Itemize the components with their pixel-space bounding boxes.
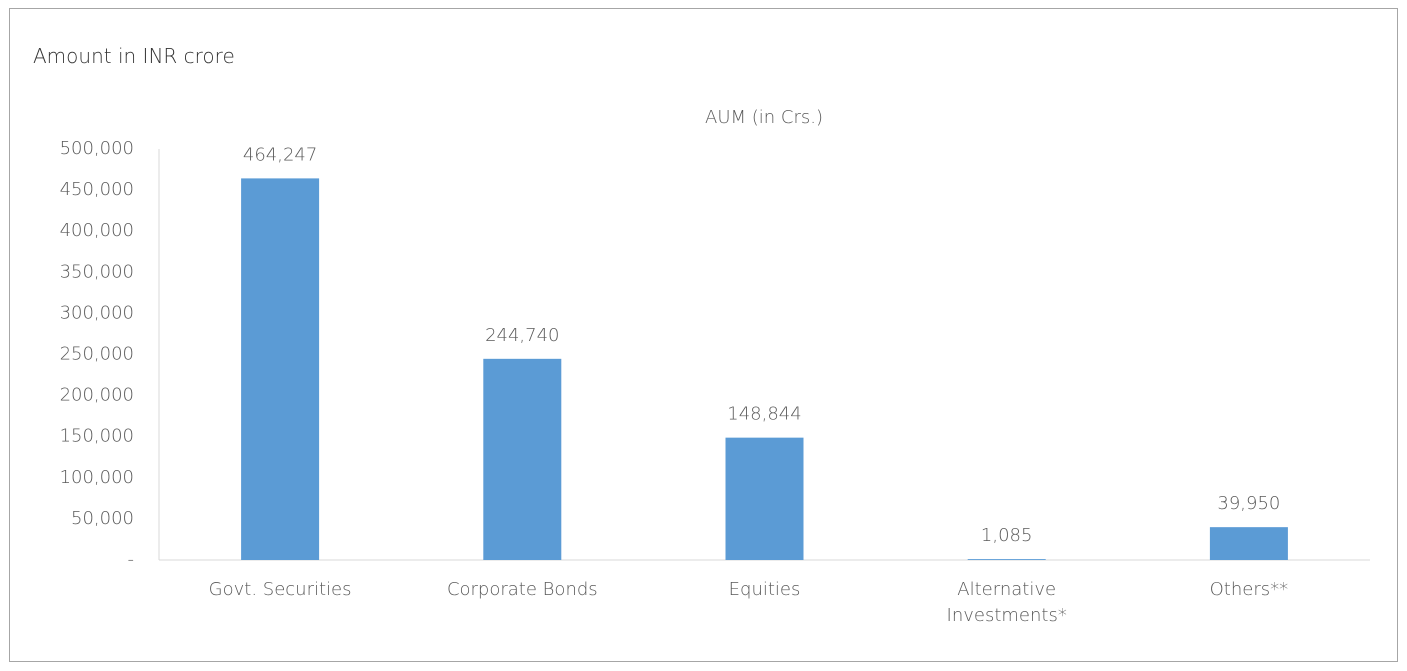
bar <box>241 178 320 560</box>
data-label: 39,950 <box>1217 493 1280 514</box>
x-tick-label: Govt. Securities <box>208 579 352 600</box>
heading: Amount in INR crore <box>33 44 235 68</box>
y-tick-label: 500,000 <box>60 138 134 159</box>
data-label: 464,247 <box>243 144 317 165</box>
y-tick-label: 150,000 <box>60 426 134 447</box>
x-tick-label: Corporate Bonds <box>446 579 598 600</box>
chart-title: AUM (in Crs.) <box>705 107 823 128</box>
bar <box>967 559 1046 560</box>
frame <box>9 8 1398 662</box>
data-label: 1,085 <box>981 525 1033 546</box>
y-tick-label: 300,000 <box>60 302 134 323</box>
bar <box>483 358 562 560</box>
y-tick-label: 450,000 <box>60 179 134 200</box>
data-label: 244,740 <box>485 325 559 346</box>
y-tick-label: - <box>128 549 135 570</box>
y-tick-label: 350,000 <box>60 261 134 282</box>
bar <box>1209 527 1288 560</box>
y-tick-label: 100,000 <box>60 467 134 488</box>
bar <box>725 437 804 560</box>
data-label: 148,844 <box>727 404 801 425</box>
x-tick-label: Alternative Investments* <box>946 579 1067 626</box>
x-tick-label: Equities <box>728 579 801 600</box>
y-tick-label: 200,000 <box>60 385 134 406</box>
y-tick-label: 50,000 <box>71 508 134 529</box>
x-tick-label: Others** <box>1209 579 1289 600</box>
y-tick-label: 250,000 <box>60 344 134 365</box>
y-tick-label: 400,000 <box>60 220 134 241</box>
